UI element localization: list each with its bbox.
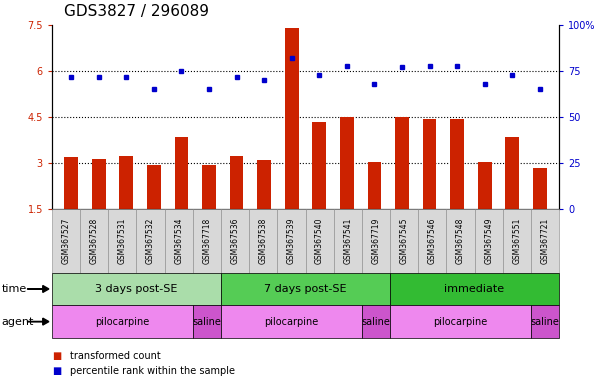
Text: saline: saline (362, 316, 390, 327)
Text: GSM367527: GSM367527 (62, 218, 70, 264)
Text: ■: ■ (52, 351, 61, 361)
Bar (257, 160, 271, 209)
Bar (147, 165, 161, 209)
Text: pilocarpine: pilocarpine (265, 316, 318, 327)
Text: percentile rank within the sample: percentile rank within the sample (70, 366, 235, 376)
Text: immediate: immediate (444, 284, 505, 294)
Bar (505, 137, 519, 209)
Text: time: time (2, 284, 27, 294)
Bar (312, 122, 326, 209)
Text: GSM367719: GSM367719 (371, 218, 381, 264)
Text: GSM367551: GSM367551 (512, 218, 521, 264)
Text: GDS3827 / 296089: GDS3827 / 296089 (64, 4, 209, 19)
Text: GSM367721: GSM367721 (541, 218, 549, 264)
Bar (478, 162, 491, 209)
Text: transformed count: transformed count (70, 351, 161, 361)
Bar (230, 156, 244, 209)
Bar (175, 137, 188, 209)
Bar (450, 119, 464, 209)
Bar (92, 159, 106, 209)
Text: pilocarpine: pilocarpine (433, 316, 488, 327)
Bar (285, 28, 299, 209)
Text: 7 days post-SE: 7 days post-SE (264, 284, 347, 294)
Text: GSM367528: GSM367528 (90, 218, 99, 264)
Text: GSM367546: GSM367546 (428, 218, 437, 264)
Text: agent: agent (2, 316, 34, 327)
Text: GSM367545: GSM367545 (400, 218, 409, 264)
Text: 3 days post-SE: 3 days post-SE (95, 284, 178, 294)
Text: GSM367718: GSM367718 (202, 218, 211, 264)
Bar (423, 119, 436, 209)
Bar (395, 117, 409, 209)
Text: GSM367539: GSM367539 (287, 218, 296, 264)
Text: GSM367541: GSM367541 (343, 218, 353, 264)
Text: GSM367532: GSM367532 (146, 218, 155, 264)
Bar (64, 157, 78, 209)
Text: GSM367538: GSM367538 (258, 218, 268, 264)
Bar (367, 162, 381, 209)
Text: ■: ■ (52, 366, 61, 376)
Text: GSM367534: GSM367534 (174, 218, 183, 264)
Text: saline: saline (530, 316, 560, 327)
Text: GSM367549: GSM367549 (484, 218, 493, 264)
Text: pilocarpine: pilocarpine (95, 316, 150, 327)
Bar (120, 156, 133, 209)
Text: GSM367531: GSM367531 (118, 218, 127, 264)
Text: GSM367548: GSM367548 (456, 218, 465, 264)
Text: GSM367536: GSM367536 (230, 218, 240, 264)
Bar (340, 117, 354, 209)
Text: GSM367540: GSM367540 (315, 218, 324, 264)
Text: saline: saline (192, 316, 221, 327)
Bar (533, 168, 547, 209)
Bar (202, 165, 216, 209)
